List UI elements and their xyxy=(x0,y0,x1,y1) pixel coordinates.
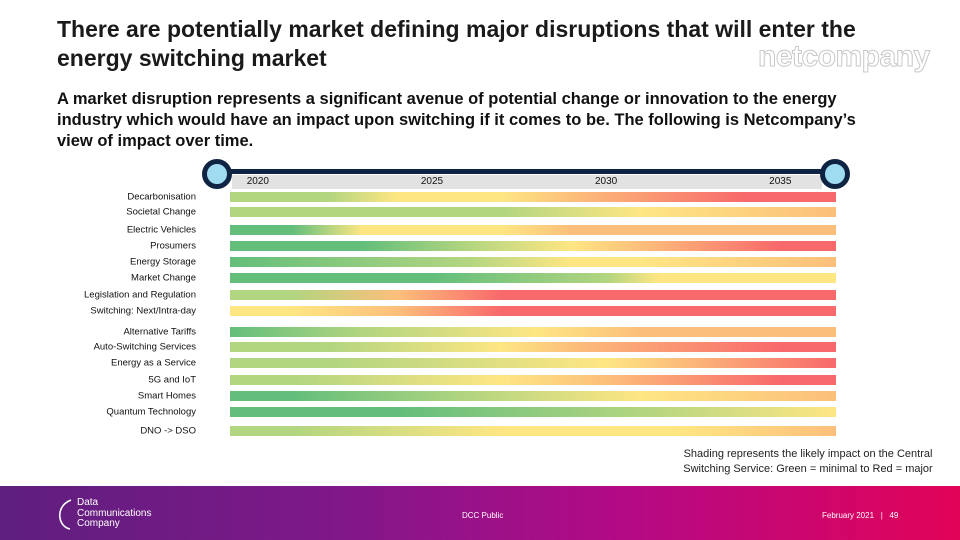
x-tick-label: 2035 xyxy=(769,176,792,187)
impact-bar xyxy=(230,192,836,202)
netcompany-logo: netcompany xyxy=(758,40,931,74)
x-tick-label: 2020 xyxy=(246,176,269,187)
row-label: Alternative Tariffs xyxy=(123,326,196,338)
impact-bar xyxy=(230,273,836,283)
impact-bar xyxy=(230,257,836,267)
row-label: Market Change xyxy=(131,272,196,284)
impact-bar xyxy=(230,225,836,235)
timeline-line xyxy=(217,169,835,174)
logo-line: Company xyxy=(77,518,120,530)
row-label: Switching: Next/Intra-day xyxy=(90,305,196,317)
dcc-logo: Data Communications Company xyxy=(57,498,151,530)
row-label: Electric Vehicles xyxy=(126,224,196,236)
footer-date-page: February 2021 | 49 xyxy=(822,511,898,520)
logo-line: Data xyxy=(77,497,99,509)
impact-bar xyxy=(230,327,836,337)
timeline-start-circle xyxy=(202,159,232,189)
row-label: Prosumers xyxy=(150,240,196,252)
dcc-logo-icon xyxy=(58,499,72,530)
x-tick-label: 2030 xyxy=(595,176,618,187)
footer-date: February 2021 xyxy=(822,511,875,520)
row-label: 5G and IoT xyxy=(148,374,196,386)
impact-bar xyxy=(230,358,836,368)
row-label: Societal Change xyxy=(126,206,196,218)
separator: | xyxy=(880,511,883,520)
impact-bar xyxy=(230,426,836,436)
slide-title: There are potentially market defining ma… xyxy=(57,16,856,71)
impact-bar xyxy=(230,207,836,217)
impact-bar xyxy=(230,375,836,385)
impact-bar xyxy=(230,306,836,316)
year-band xyxy=(232,175,822,189)
legend-note: Shading represents the likely impact on … xyxy=(683,448,933,475)
row-label: Energy Storage xyxy=(129,256,196,268)
impact-bar xyxy=(230,391,836,401)
intro-text: A market disruption represents a signifi… xyxy=(57,90,856,150)
row-label: Smart Homes xyxy=(137,390,196,402)
impact-bar xyxy=(230,241,836,251)
row-label: Legislation and Regulation xyxy=(84,289,196,301)
impact-bar xyxy=(230,290,836,300)
timeline-end-circle xyxy=(820,159,850,189)
row-label: Auto-Switching Services xyxy=(93,341,196,353)
x-tick-label: 2025 xyxy=(420,176,444,187)
page-number: 49 xyxy=(889,511,899,520)
impact-bar xyxy=(230,342,836,352)
row-label: Quantum Technology xyxy=(106,406,196,418)
impact-bar xyxy=(230,407,836,417)
logo-line: Communications xyxy=(77,507,152,519)
row-label: DNO -> DSO xyxy=(140,425,196,437)
footer: Data Communications Company DCC Public F… xyxy=(0,486,960,540)
classification: DCC Public xyxy=(462,511,504,520)
row-label: Decarbonisation xyxy=(127,191,196,203)
row-label: Energy as a Service xyxy=(110,357,196,369)
